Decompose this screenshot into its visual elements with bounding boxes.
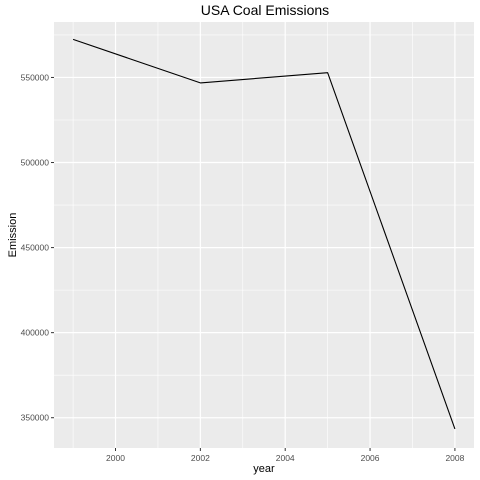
x-tick-label: 2004 xyxy=(276,453,295,463)
series-line xyxy=(72,38,456,430)
x-tick-label: 2002 xyxy=(191,453,210,463)
y-tick-label: 500000 xyxy=(21,158,50,168)
plot-panel xyxy=(54,22,474,448)
x-axis-title: year xyxy=(253,463,275,475)
y-tick-label: 550000 xyxy=(21,72,50,82)
x-tick-label: 2000 xyxy=(106,453,125,463)
x-tick-label: 2006 xyxy=(361,453,380,463)
y-axis: 350000 400000 450000 500000 550000 xyxy=(21,72,54,423)
chart-title: USA Coal Emissions xyxy=(201,2,329,18)
x-tick-label: 2008 xyxy=(445,453,464,463)
minor-gridlines xyxy=(54,22,474,448)
y-axis-title: Emission xyxy=(7,213,19,258)
y-tick-label: 400000 xyxy=(21,328,50,338)
x-axis: 2000 2002 2004 2006 2008 xyxy=(106,448,465,463)
y-tick-label: 350000 xyxy=(21,413,50,423)
series-layer xyxy=(72,38,456,430)
major-gridlines xyxy=(54,22,474,448)
y-tick-label: 450000 xyxy=(21,243,50,253)
